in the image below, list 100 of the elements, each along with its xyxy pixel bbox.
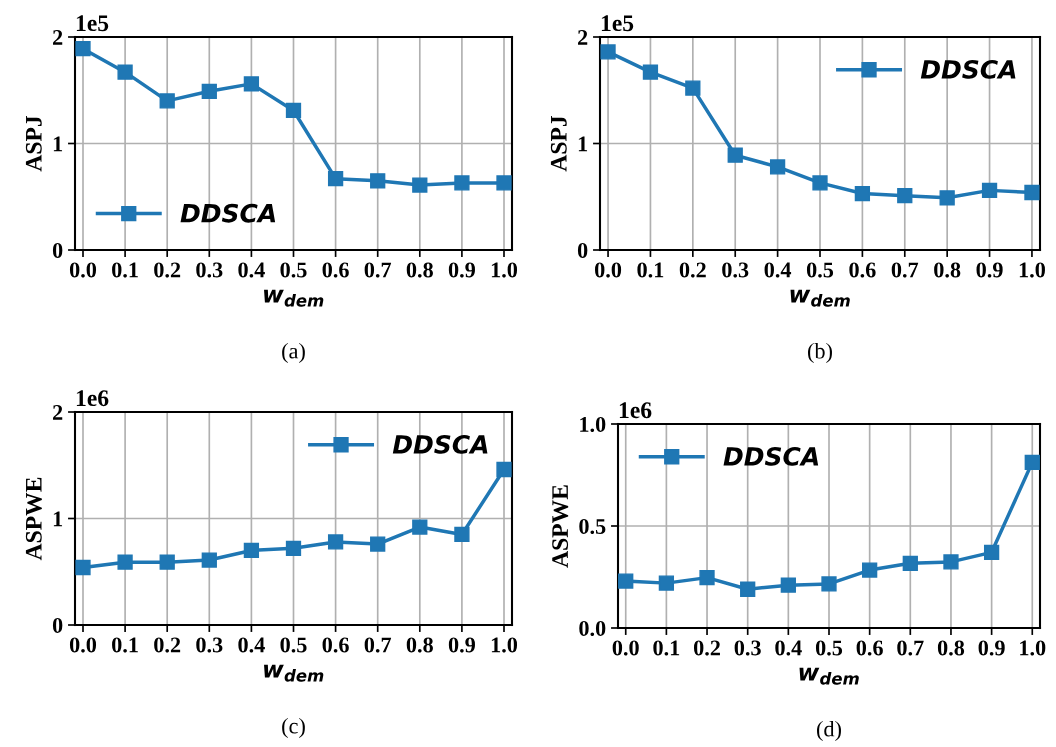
y-tick-label: 0.0 [579,620,606,637]
y-tick-label: 1 [53,136,63,152]
point [685,80,701,96]
point [370,536,386,552]
point [897,188,913,204]
point [117,64,133,80]
point [740,581,756,597]
x-tick-label: 0.2 [679,262,706,278]
text: 1e5 [601,15,634,32]
point [412,519,428,535]
x-tick-label: 0.6 [849,262,876,278]
legend-label: DDSCA [723,446,819,466]
x-tick-label: 0.1 [112,637,138,653]
point [159,554,175,570]
x-axis-title: w$_{dem}$ [264,664,324,682]
x-tick-label: 1.0 [1019,262,1045,278]
x-tick-label: 0.5 [815,640,843,656]
x-tick-label: 0.8 [406,262,433,278]
y-axis-title: ASPWE [552,485,569,568]
x-tick-label: 0.6 [322,262,349,278]
x-tick-label: 0.0 [69,262,97,278]
x-tick-label: 0.7 [364,262,392,278]
text: 1e6 [76,390,109,407]
x-tick-label: 0.9 [448,637,475,653]
point [370,173,386,189]
y-axis-title: ASPJ [25,115,42,172]
x-tick-label: 0.6 [856,640,883,656]
point [159,93,175,109]
x-tick-label: 0.9 [448,262,475,278]
x-tick-label: 0.0 [595,262,622,278]
x-tick-label: 0.0 [69,637,97,653]
x-tick-label: 0.8 [937,640,965,656]
y-tick-label: 0 [577,242,588,258]
text: (c) [282,717,305,739]
point [117,554,133,570]
point [600,44,616,60]
point [854,185,871,202]
y-axis-title: ASPWE [25,477,42,561]
point [981,182,998,198]
point [902,555,918,571]
x-tick-label: 0.4 [238,262,265,278]
x-tick-label: 0.9 [978,640,1005,656]
x-axis-title: w$_{dem}$ [799,667,859,685]
point [454,526,470,543]
y-tick-label: 0 [52,242,63,258]
legend-label: DDSCA [392,434,488,454]
x-tick-label: 0.7 [364,637,392,653]
x-tick-label: 0.8 [934,262,961,278]
x-axis-title: w$_{dem}$ [790,289,850,307]
point [243,76,260,92]
x-tick-label: 0.3 [722,262,749,278]
y-tick-label: 0.5 [579,518,606,535]
point [201,83,217,99]
y-tick-label: 2 [53,29,63,45]
point [769,159,786,175]
point [862,562,878,578]
point [285,540,302,556]
point [642,64,659,80]
text: (b) [808,342,832,364]
x-tick-label: 0.4 [775,640,802,656]
x-tick-label: 0.4 [764,262,792,278]
x-tick-label: 0.6 [322,637,349,653]
point [243,542,260,559]
x-tick-label: 0.1 [653,640,680,656]
text: 1e6 [619,402,652,419]
point [699,569,715,586]
x-tick-label: 1.0 [491,262,518,278]
text: 1e5 [76,15,109,32]
y-tick-label: 1 [578,136,588,152]
y-tick-label: 1 [53,511,63,527]
y-tick-label: 1.0 [580,416,606,433]
x-tick-label: 0.5 [806,262,834,278]
y-tick-label: 0 [52,617,63,633]
point [285,102,302,119]
point [75,41,91,57]
text: (d) [817,720,841,742]
y-tick-label: 2 [53,404,63,420]
x-tick-label: 0.8 [406,637,433,653]
x-tick-label: 0.2 [693,640,720,656]
x-axis-title: w$_{dem}$ [264,289,324,307]
x-tick-label: 0.7 [897,640,924,656]
point [939,190,955,206]
x-tick-label: 0.0 [612,640,639,656]
x-tick-label: 0.1 [637,262,664,278]
x-tick-label: 0.5 [280,262,307,278]
x-tick-label: 0.4 [238,637,265,653]
point [201,552,217,568]
x-tick-label: 0.1 [112,262,138,278]
point [780,577,796,593]
point [412,177,428,193]
x-tick-label: 1.0 [491,637,518,653]
point [496,461,512,478]
point [658,575,675,591]
point [1024,454,1040,470]
x-tick-label: 0.7 [891,262,919,278]
legend-label: DDSCA [920,59,1016,79]
point [983,544,1000,560]
x-tick-label: 1.0 [1020,640,1046,656]
point [496,175,512,191]
point [727,147,743,163]
